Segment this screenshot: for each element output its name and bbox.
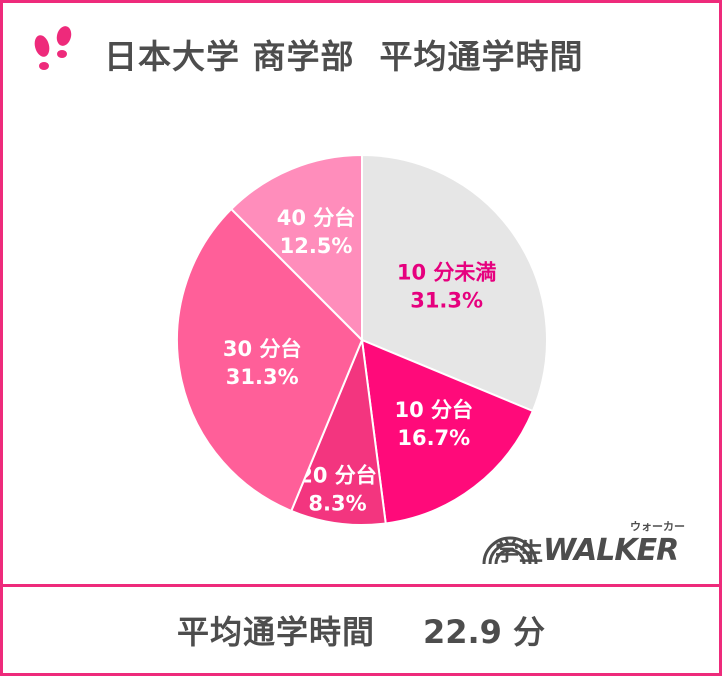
pie-chart: 10 分未満 31.3% 10 分台 16.7% 20 分台 8.3% 30 分台 31.3%… xyxy=(176,153,548,526)
pie-slice-3 xyxy=(176,207,364,513)
slice-percent-2: 8.3% xyxy=(308,492,366,516)
logo-en-text: WALKER xyxy=(543,533,679,568)
gakusei-walker-logo xyxy=(478,514,702,570)
slice-percent-1: 16.7% xyxy=(397,426,470,450)
slice-label-1: 10 分台 xyxy=(395,398,474,422)
logo-jp-text: 学生 xyxy=(495,538,543,566)
slice-percent-3: 31.3% xyxy=(226,365,299,389)
slice-label-4: 40 分台 xyxy=(277,206,356,230)
pie-slice-2 xyxy=(289,336,387,526)
pie-slice-0 xyxy=(361,153,548,413)
footsteps-icon xyxy=(34,26,72,70)
logo-text: 学生 WALKER xyxy=(495,532,679,568)
slice-label-2: 20 分台 xyxy=(298,464,377,488)
slice-percent-4: 12.5% xyxy=(280,234,353,258)
pie-slice-4 xyxy=(229,153,363,343)
pie-slice-1 xyxy=(360,338,535,525)
slice-label-0: 10 分未満 xyxy=(397,261,497,285)
logo-ruby-text: ウォーカー xyxy=(630,520,685,533)
footer-summary: 平均通学時間 22.9 分 xyxy=(0,587,722,673)
slice-percent-0: 31.3% xyxy=(410,289,483,313)
chart-title: 日本大学 商学部 平均通学時間 xyxy=(104,37,584,76)
slice-label-3: 30 分台 xyxy=(223,337,302,361)
footer-divider xyxy=(0,584,722,587)
average-value: 22.9 分 xyxy=(422,613,546,651)
average-label: 平均通学時間 xyxy=(176,613,375,651)
logo-arc-icon xyxy=(482,536,538,565)
